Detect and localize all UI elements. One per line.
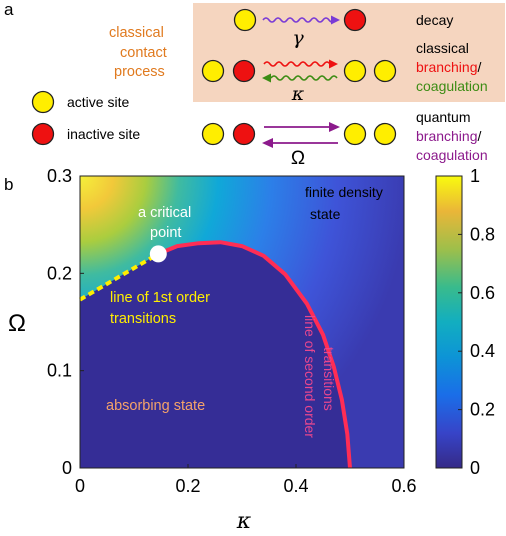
finite-density-label-line-1: finite density — [305, 184, 383, 200]
panel-b-label: b — [4, 175, 13, 194]
quantum-coagulation-word: coagulation — [416, 147, 488, 163]
quantum-slash: / — [478, 128, 482, 144]
classical-right-active-site-1 — [345, 61, 366, 82]
critical-point-label-line-2: point — [150, 225, 181, 241]
y-axis-label: Ω — [8, 310, 26, 337]
classical-left-active-site-1 — [203, 61, 224, 82]
y-axis-ticks: 0 0.1 0.2 0.3 — [47, 166, 84, 478]
second-order-label-line-2: transitions — [321, 347, 337, 411]
colorbar-tick-label: 0.6 — [470, 283, 495, 303]
quantum-backward-arrowhead — [262, 138, 273, 148]
inactive-site-legend-label: inactive site — [67, 126, 140, 142]
x-axis-label: κ — [236, 509, 252, 534]
decay-label: decay — [416, 12, 453, 28]
second-order-label-line-1: line of second order — [302, 315, 318, 438]
quantum-branching-coagulation: branching/ — [416, 128, 482, 144]
colorbar-ticks: 0 0.2 0.4 0.6 0.8 1 — [458, 166, 495, 478]
finite-density-label-line-2: state — [310, 206, 341, 222]
decay-left-active-site — [235, 10, 256, 31]
colorbar-tick-label: 0.2 — [470, 400, 495, 420]
quantum-right-active-site-1 — [345, 124, 366, 145]
y-tick-label: 0 — [62, 458, 72, 478]
x-axis-ticks: 0 0.2 0.4 0.6 — [75, 464, 417, 496]
colorbar-tick-label: 0.8 — [470, 224, 495, 244]
y-tick-label: 0.2 — [47, 263, 72, 283]
inactive-site-legend-marker — [33, 124, 54, 145]
heatmap-plot: finite density state a critical point li… — [80, 176, 404, 468]
first-order-label-line-1: line of 1st order — [110, 290, 210, 306]
y-tick-label: 0.1 — [47, 361, 72, 381]
x-tick-label: 0.4 — [283, 476, 308, 496]
colorbar-tick-label: 0.4 — [470, 341, 495, 361]
first-order-label-line-2: transitions — [110, 311, 176, 327]
y-tick-label: 0.3 — [47, 166, 72, 186]
classical-slash: / — [478, 59, 482, 75]
critical-point-marker — [150, 245, 167, 262]
contact-process-line-1: classical — [109, 25, 164, 41]
critical-point-label-line-1: a critical — [138, 205, 191, 221]
classical-label: classical — [416, 40, 469, 56]
colorbar-tick-label: 1 — [470, 166, 480, 186]
classical-branching-coagulation: branching/ — [416, 59, 482, 75]
active-site-legend-marker — [33, 92, 54, 113]
omega-symbol: Ω — [291, 148, 305, 169]
classical-coagulation-word: coagulation — [416, 78, 488, 94]
contact-process-label: classical contact process — [109, 25, 167, 80]
x-tick-label: 0 — [75, 476, 85, 496]
gamma-symbol: γ — [292, 27, 304, 49]
quantum-left-active-site-1 — [203, 124, 224, 145]
panel-a-label: a — [4, 0, 14, 19]
classical-left-inactive-site — [234, 61, 255, 82]
x-tick-label: 0.6 — [391, 476, 416, 496]
quantum-forward-arrowhead — [329, 122, 340, 132]
quantum-label: quantum — [416, 109, 470, 125]
active-site-legend-label: active site — [67, 94, 129, 110]
quantum-left-inactive-site — [234, 124, 255, 145]
quantum-branching-word: branching — [416, 128, 478, 144]
absorbing-state-label: absorbing state — [106, 398, 205, 414]
classical-right-active-site-2 — [375, 61, 396, 82]
contact-process-line-2: contact — [120, 45, 167, 61]
quantum-right-active-site-2 — [375, 124, 396, 145]
contact-process-line-3: process — [114, 64, 165, 80]
decay-right-inactive-site — [345, 10, 366, 31]
colorbar-tick-label: 0 — [470, 458, 480, 478]
colorbar — [436, 176, 462, 468]
classical-branching-word: branching — [416, 59, 478, 75]
x-tick-label: 0.2 — [175, 476, 200, 496]
kappa-symbol: κ — [291, 83, 305, 105]
